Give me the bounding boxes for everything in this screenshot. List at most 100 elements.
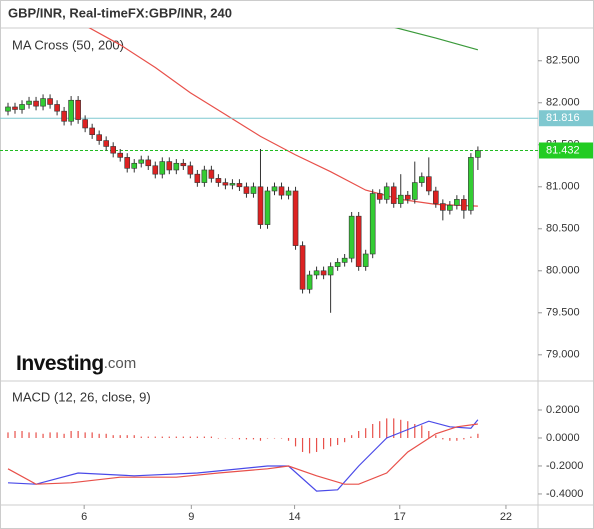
- candle-body: [334, 262, 341, 267]
- candle-body: [110, 146, 116, 154]
- histogram-bar: [189, 436, 191, 438]
- y-tick-label: -0.2000: [546, 460, 583, 472]
- histogram-bar: [112, 435, 114, 438]
- candle-body: [68, 99, 74, 122]
- histogram-bar: [98, 433, 100, 438]
- histogram-bar: [7, 432, 9, 438]
- candle-body: [96, 134, 102, 141]
- histogram-bar: [49, 432, 51, 438]
- histogram-bar: [210, 436, 212, 438]
- histogram-bar: [35, 432, 37, 438]
- histogram-bar: [259, 437, 262, 441]
- candle-body: [215, 178, 222, 183]
- indicator-line: [7, 419, 479, 492]
- candle-body: [166, 161, 173, 171]
- candle-body: [454, 199, 460, 206]
- candle-body: [348, 215, 355, 259]
- histogram-bar: [231, 437, 234, 439]
- candle-body: [327, 266, 334, 276]
- histogram-bar: [414, 423, 416, 438]
- candle-body: [103, 140, 109, 147]
- histogram-bar: [294, 437, 297, 447]
- histogram-bar: [330, 437, 332, 447]
- histogram-bar: [344, 437, 346, 443]
- candle-body: [355, 215, 362, 267]
- histogram-bar: [428, 430, 430, 438]
- y-tick-label: 82.000: [546, 97, 580, 109]
- candle-body: [194, 173, 201, 183]
- histogram-bar: [280, 437, 283, 439]
- indicator-line: [88, 28, 478, 207]
- candle-body: [152, 165, 159, 175]
- plot: [7, 418, 479, 492]
- indicator-label: MACD (12, 26, close, 9): [12, 389, 151, 404]
- histogram-bar: [315, 437, 318, 452]
- candle-body: [257, 186, 264, 225]
- candle-body: [426, 176, 432, 192]
- candle-body: [89, 127, 95, 135]
- histogram-bar: [168, 436, 170, 438]
- candle-body: [292, 190, 299, 246]
- histogram-bar: [322, 437, 325, 450]
- candle-body: [306, 274, 313, 290]
- logo: Investing.com: [16, 352, 136, 375]
- candle-body: [418, 176, 425, 183]
- y-tick-label: 80.000: [546, 265, 580, 277]
- histogram-bar: [119, 435, 121, 438]
- candle-body: [390, 186, 397, 204]
- histogram-bar: [28, 432, 30, 438]
- histogram-bar: [337, 437, 339, 445]
- histogram-bar: [91, 432, 93, 438]
- candle-body: [138, 159, 145, 164]
- candle-body: [180, 162, 187, 167]
- chart-title: GBP/INR, Real-timeFX:GBP/INR, 240: [8, 5, 232, 20]
- histogram-bar: [372, 423, 374, 438]
- candle-body: [236, 183, 243, 188]
- candle-body: [299, 245, 306, 290]
- price-label-bg: [539, 142, 593, 159]
- candle-body: [320, 270, 327, 276]
- histogram-bar: [126, 435, 128, 438]
- histogram-bar: [224, 437, 227, 439]
- histogram-bar: [470, 436, 472, 438]
- candle-body: [19, 104, 25, 110]
- histogram-bar: [56, 432, 58, 438]
- x-tick-label: 9: [188, 511, 194, 523]
- candle-body: [362, 253, 369, 267]
- candle-body: [5, 106, 11, 112]
- histogram-bar: [421, 425, 423, 438]
- candle-body: [447, 204, 453, 211]
- histogram-bar: [77, 430, 79, 438]
- histogram-bar: [154, 436, 156, 438]
- histogram-bar: [287, 437, 290, 441]
- histogram-bar: [105, 433, 107, 438]
- y-tick-label: 80.500: [546, 223, 580, 235]
- candle-body: [461, 199, 467, 211]
- histogram-bar: [463, 437, 465, 440]
- indicator-label: MA Cross (50, 200): [12, 37, 124, 52]
- x-tick-label: 6: [81, 511, 87, 523]
- y-tick-label: 79.000: [546, 349, 580, 361]
- histogram-bar: [386, 418, 388, 438]
- x-tick-label: 14: [288, 511, 300, 523]
- histogram-bar: [42, 433, 44, 438]
- indicator-line: [394, 28, 479, 51]
- indicator-line: [7, 423, 478, 485]
- histogram-bar: [147, 436, 149, 438]
- candle-body: [411, 182, 418, 200]
- histogram-bar: [196, 436, 198, 438]
- histogram-bar: [63, 433, 65, 438]
- plot: [0, 28, 538, 313]
- candle-body: [201, 169, 208, 183]
- histogram-bar: [456, 437, 458, 441]
- histogram-bar: [449, 437, 451, 441]
- candle-body: [187, 165, 194, 175]
- y-tick-label: 82.500: [546, 55, 580, 67]
- logo-suffix: .com: [104, 355, 137, 372]
- y-tick-label: 81.000: [546, 181, 580, 193]
- candle-body: [54, 104, 60, 112]
- x-tick-label: 22: [500, 511, 512, 523]
- candle-body: [40, 98, 46, 107]
- candle-body: [341, 257, 348, 263]
